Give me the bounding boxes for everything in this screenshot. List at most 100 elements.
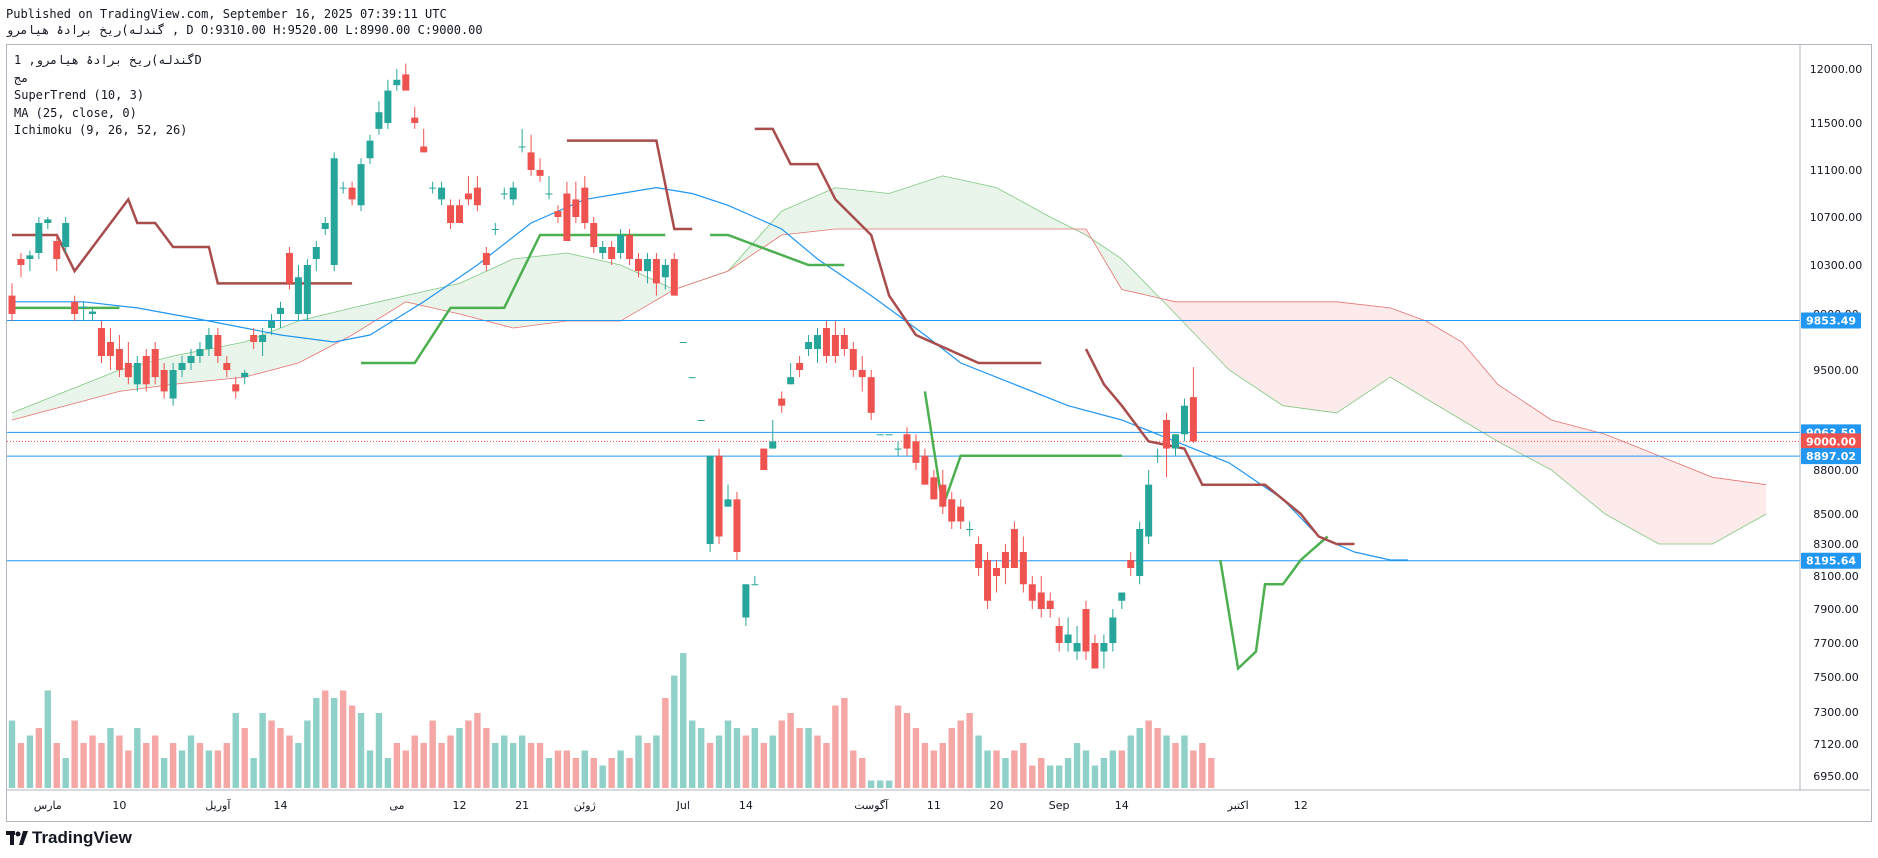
legend-ichimoku[interactable]: Ichimoku (9, 26, 52, 26) [14, 123, 188, 137]
price-tick-label: 7500.00 [1813, 671, 1859, 684]
supertrend-line [12, 127, 1355, 672]
candle-body [250, 335, 258, 342]
supertrend-down-segment [12, 196, 353, 285]
volume-bar [322, 690, 329, 788]
price-axis[interactable]: 12000.00 11500.00 11100.00 10700.00 10300.00… [1799, 45, 1863, 790]
volume-bar [1136, 728, 1143, 788]
volume-bar [366, 750, 374, 788]
moving-average-line [12, 186, 1409, 561]
volume-bar [250, 758, 257, 788]
candle [268, 314, 276, 335]
candle-body [53, 241, 61, 259]
candle [411, 106, 419, 129]
candle [35, 217, 43, 259]
candle-body [411, 117, 419, 123]
time-tick-label: 14 [739, 799, 753, 812]
volume-bar [107, 728, 114, 788]
price-label-text: 8195.64 [1806, 555, 1856, 568]
volume-bar [859, 758, 866, 788]
candle [849, 342, 857, 378]
candle [98, 321, 105, 363]
horizontal-lines[interactable] [7, 320, 1800, 562]
volume-bar [769, 735, 776, 788]
candle-body [464, 193, 472, 200]
volume-bar [1029, 765, 1036, 788]
candle-body [1172, 434, 1179, 449]
candle [232, 377, 240, 399]
volume-bar [259, 713, 266, 788]
candle [1055, 617, 1063, 652]
legend-supertrend[interactable]: SuperTrend (10, 3) [14, 88, 145, 102]
tradingview-logo[interactable]: TradingView [6, 828, 132, 848]
candle-body [1028, 584, 1036, 601]
candle [840, 328, 848, 356]
candle [706, 455, 714, 552]
volume-bar [178, 750, 186, 788]
volume-bar [715, 735, 723, 788]
candle [1082, 600, 1090, 660]
candle-body [742, 584, 750, 618]
published-line: Published on TradingView.com, September … [6, 7, 447, 21]
volume-bar [957, 720, 964, 788]
volume-bar [375, 713, 383, 788]
volume-bar [331, 698, 338, 788]
candle-body [599, 247, 607, 253]
candle [581, 175, 589, 229]
candle-body [831, 335, 839, 356]
legend-title[interactable]: گندله)ریخ برادۀ هیامرو, 1D [14, 53, 202, 67]
candle [438, 181, 446, 206]
candle [1145, 470, 1153, 544]
volume-bar [993, 750, 1000, 788]
legend-ma[interactable]: MA (25, close, 0) [14, 105, 137, 120]
volume-bar [420, 743, 427, 788]
candle [44, 217, 52, 229]
volume-bar [1100, 758, 1108, 788]
candle [536, 158, 544, 182]
candle [8, 283, 16, 321]
candle-body [957, 506, 965, 522]
price-tick-label: 10700.00 [1810, 211, 1863, 224]
candle [885, 434, 893, 436]
price-label-bg [1801, 448, 1861, 465]
candle-body [500, 193, 508, 195]
volume-bar [1055, 765, 1063, 788]
candle-body [554, 211, 562, 217]
chart-frame[interactable] [6, 44, 1872, 822]
candle-body [420, 146, 428, 153]
candle-body [733, 499, 741, 552]
candle [53, 235, 61, 272]
price-label-bg [1801, 312, 1861, 329]
volume-bar [429, 720, 436, 788]
candle-body [688, 377, 696, 379]
candle [858, 356, 866, 392]
candle [894, 441, 902, 456]
candle-body [993, 568, 1000, 576]
candle [643, 253, 651, 284]
volume-bar [876, 780, 884, 788]
candle [831, 321, 839, 363]
price-tick-label: 6950.00 [1813, 770, 1859, 783]
volume-bar [554, 750, 562, 788]
time-axis[interactable]: مارس 10 آوریل 14 می 12 21 ژوئن Jul 14 آگوست 11 20 Sep… [7, 789, 1870, 812]
volume-bar [26, 735, 34, 788]
candle [697, 420, 705, 421]
volume-bar [393, 743, 401, 788]
volume-bar [814, 735, 821, 788]
candle-body [294, 277, 302, 314]
candle-body [867, 377, 875, 413]
candle [590, 217, 598, 253]
candle-body [62, 223, 70, 247]
cloud-red [1162, 298, 1767, 544]
candle [223, 356, 231, 378]
candle [89, 307, 97, 321]
candle-body [975, 544, 983, 568]
candle [124, 342, 132, 385]
volume-bar [456, 728, 463, 788]
candle-body [482, 253, 490, 265]
supertrend-down-segment [1084, 348, 1355, 546]
time-tick-label: آوریل [205, 798, 231, 812]
candle [169, 363, 177, 406]
time-tick-label: 12 [1294, 799, 1308, 812]
price-tick-label: 7300.00 [1813, 706, 1859, 719]
